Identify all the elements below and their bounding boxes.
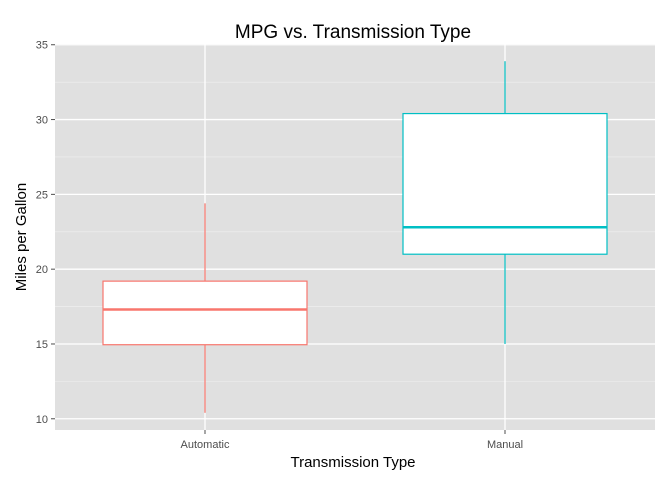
box-automatic [102,203,308,413]
y-tick-label: 25 [36,189,48,201]
y-tick-label: 20 [36,264,48,276]
x-tick-label: Manual [487,439,523,451]
y-tick-label: 15 [36,339,48,351]
boxes [102,61,608,413]
y-axis-ticks: 10 15 20 25 30 35 [36,40,55,426]
box-manual [402,61,608,344]
x-axis-title: Transmission Type [290,454,415,471]
y-tick-label: 30 [36,115,48,127]
iqr-box [402,112,608,255]
x-axis-ticks: Automatic Manual [181,430,523,451]
chart-title: MPG vs. Transmission Type [235,22,471,43]
y-tick-label: 35 [36,40,48,52]
y-axis-title: Miles per Gallon [13,183,30,291]
iqr-box [102,280,308,346]
y-tick-label: 10 [36,414,48,426]
x-tick-label: Automatic [181,439,230,451]
